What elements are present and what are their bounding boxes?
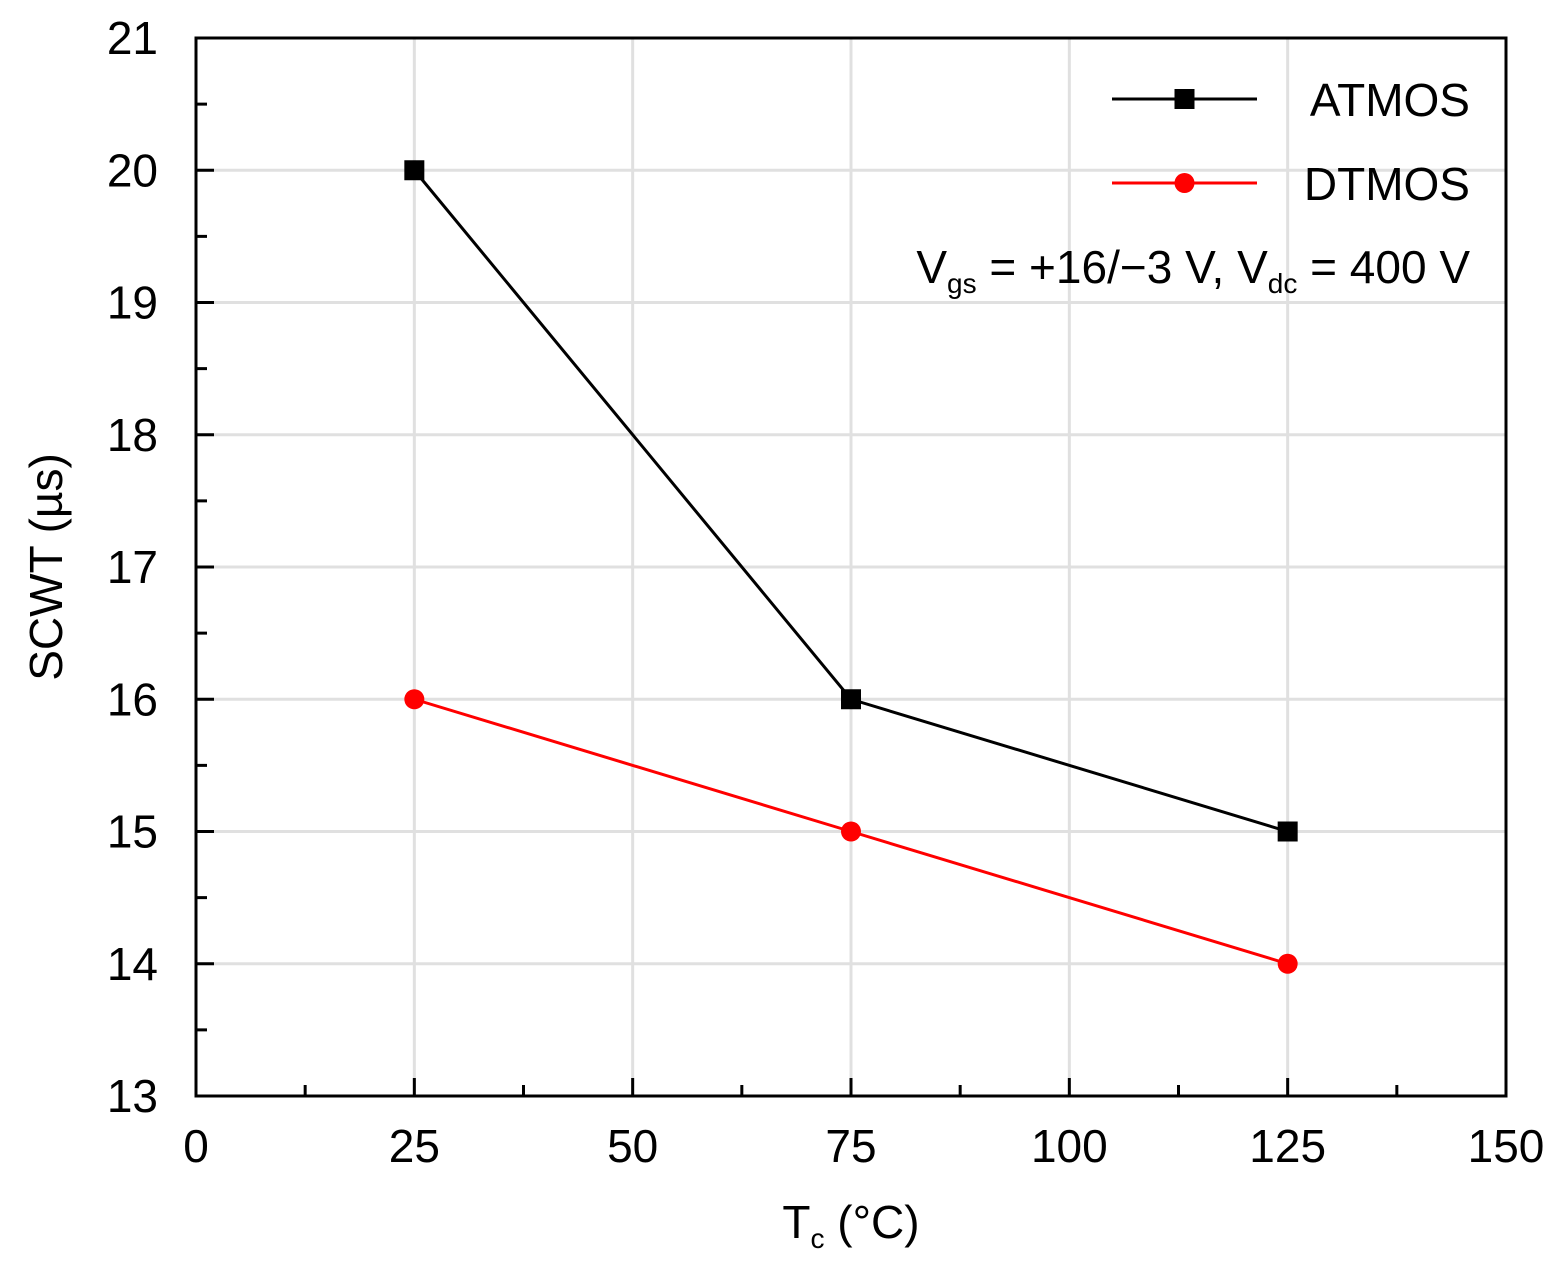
x-axis-title-main: T <box>782 1196 810 1248</box>
x-tick-label: 50 <box>607 1120 658 1172</box>
y-tick-label: 17 <box>107 541 158 593</box>
x-axis-title-unit: (°C) <box>825 1196 920 1248</box>
y-tick-label: 21 <box>107 12 158 64</box>
data-point-dtmos <box>1277 953 1298 974</box>
legend-marker-dtmos <box>1174 173 1195 193</box>
x-axis-title-sub: c <box>811 1223 825 1254</box>
annotation-v2: V <box>1237 241 1268 293</box>
x-tick-label: 75 <box>825 1120 876 1172</box>
annotation-v1-rest: = +16/−3 V, <box>977 241 1237 293</box>
y-tick-label: 19 <box>107 277 158 329</box>
data-point-dtmos <box>404 689 425 710</box>
legend-marker-atmos <box>1174 89 1195 109</box>
y-tick-label: 20 <box>107 144 158 196</box>
y-axis-ticks: 13 14 15 16 17 18 19 20 21 <box>107 12 214 1122</box>
series-group <box>404 160 1298 974</box>
annotation-v2-rest: = 400 V <box>1297 241 1470 293</box>
legend-label-atmos: ATMOS <box>1310 74 1470 126</box>
x-tick-label: 100 <box>1031 1120 1108 1172</box>
y-tick-label: 15 <box>107 806 158 858</box>
x-axis-ticks: 0 25 50 75 100 125 150 <box>183 1078 1544 1172</box>
data-point-atmos <box>841 689 861 710</box>
data-point-atmos <box>404 160 425 181</box>
annotation-v1: V <box>916 241 947 293</box>
data-point-atmos <box>1277 821 1298 842</box>
annotation-v2-sub: dc <box>1268 268 1298 299</box>
y-tick-label: 14 <box>107 938 158 990</box>
annotation-v1-sub: gs <box>947 268 977 299</box>
minor-ticks <box>196 102 1399 1096</box>
x-tick-label: 0 <box>183 1120 209 1172</box>
y-axis-title: SCWT (µs) <box>20 453 72 681</box>
x-tick-label: 25 <box>389 1120 440 1172</box>
legend-label-dtmos: DTMOS <box>1304 158 1470 210</box>
test-conditions-annotation: Vgs = +16/−3 V, Vdc = 400 V <box>916 241 1470 299</box>
y-tick-label: 18 <box>107 409 158 461</box>
x-tick-label: 150 <box>1468 1120 1545 1172</box>
x-axis-title: Tc (°C) <box>782 1196 919 1254</box>
y-tick-label: 13 <box>107 1070 158 1122</box>
y-tick-label: 16 <box>107 673 158 725</box>
data-point-dtmos <box>841 821 861 842</box>
legend: ATMOS DTMOS <box>1112 74 1470 210</box>
x-tick-label: 125 <box>1249 1120 1326 1172</box>
